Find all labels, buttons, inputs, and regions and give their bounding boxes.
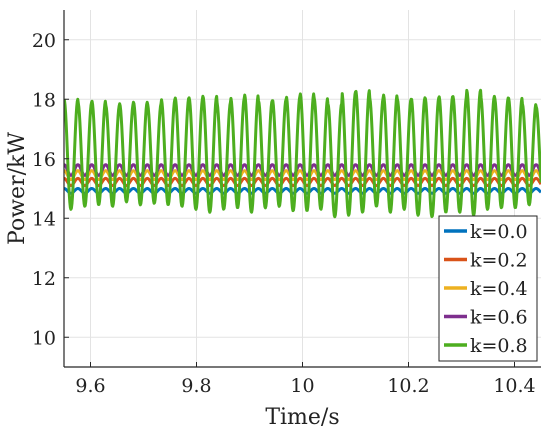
series-layer [64,88,541,219]
y-tick-label: 16 [32,149,56,171]
x-tick-label: 10.2 [387,375,429,397]
y-tick-label: 20 [32,30,56,52]
y-tick-label: 14 [32,208,56,230]
y-tick-label: 12 [32,268,56,290]
legend-label: k=0.8 [470,335,528,357]
legend-label: k=0.0 [470,221,528,243]
legend: k=0.0 k=0.2 k=0.4 k=0.6 k=0.8 [438,215,538,362]
x-tick-label: 10.4 [493,375,535,397]
series-line-k08 [64,88,541,219]
x-tick-label: 10 [290,375,314,397]
x-tick-label: 9.8 [181,375,211,397]
y-tick-label: 18 [32,89,56,111]
legend-label: k=0.6 [470,307,528,329]
legend-label: k=0.2 [470,250,528,272]
y-axis-title: Power/kW [5,132,30,245]
x-axis-title: Time/s [265,405,339,430]
y-tick-label: 10 [32,327,56,349]
x-tick-label: 9.6 [75,375,105,397]
legend-label: k=0.4 [470,278,528,300]
axes: 9.6 9.8 10 10.2 10.4 10 12 14 16 18 20 [32,10,541,397]
